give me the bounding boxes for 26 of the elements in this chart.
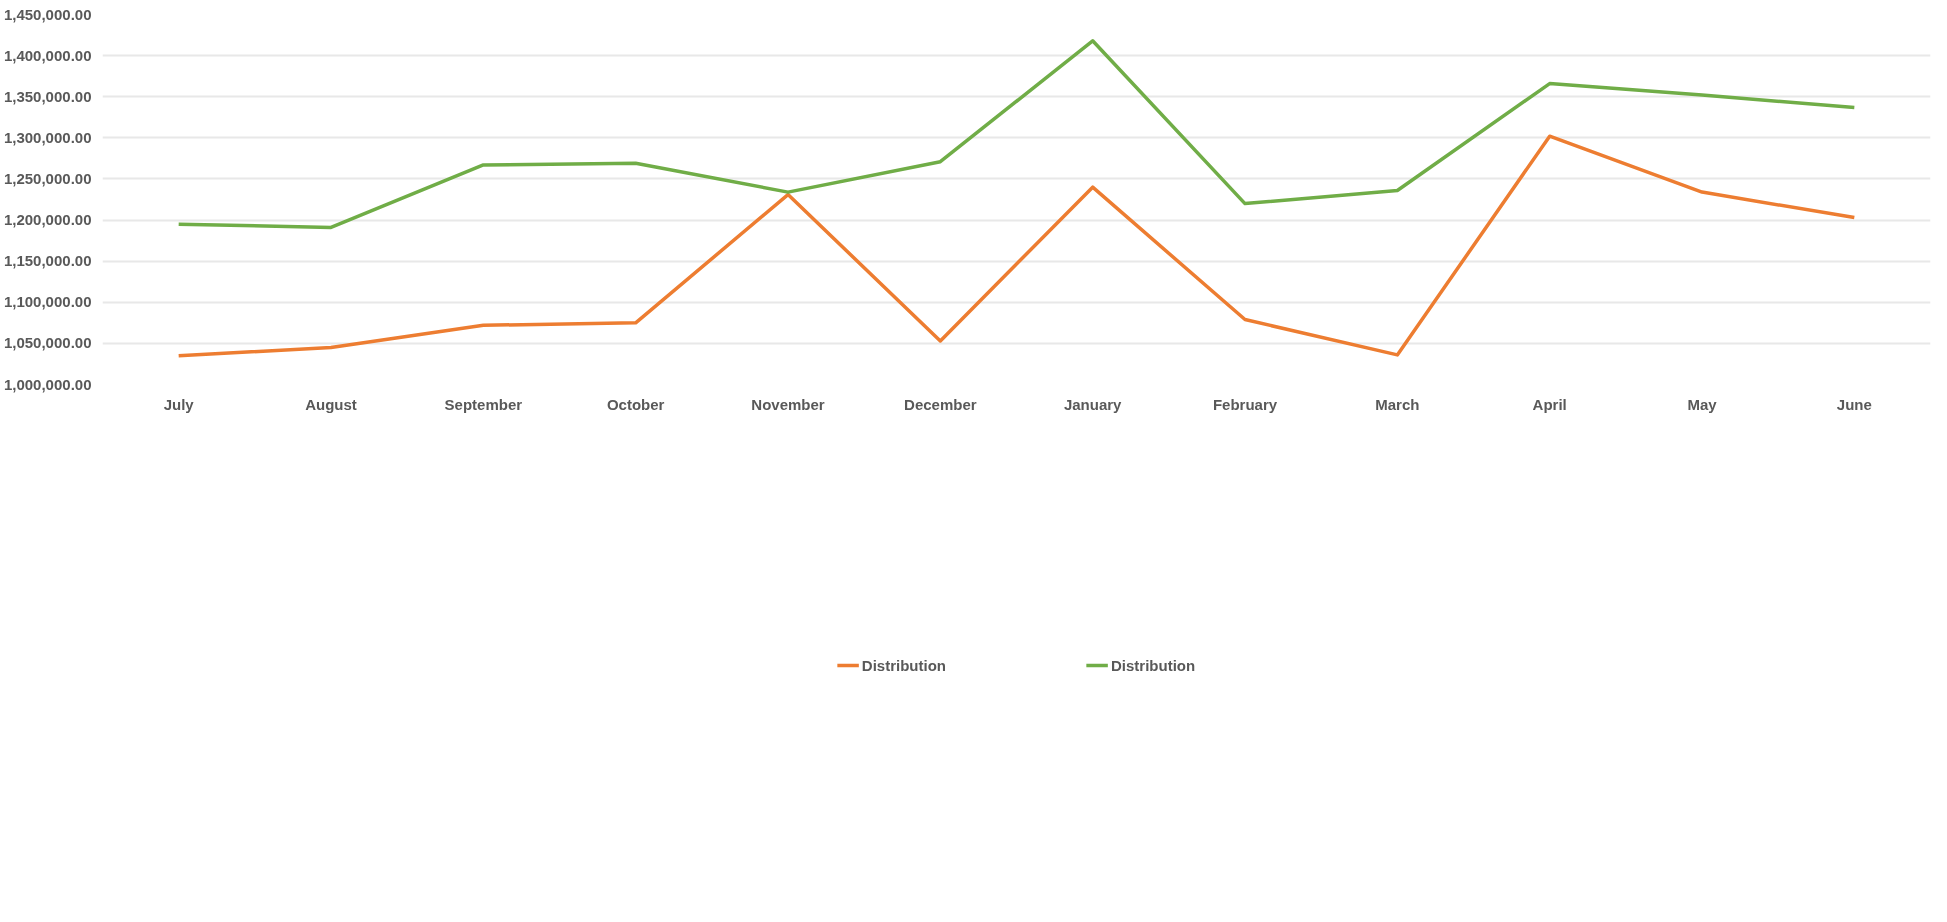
y-tick-label: 1,000,000.00 — [3, 375, 92, 393]
x-tick-label: September — [444, 395, 523, 413]
x-tick-label: May — [1687, 395, 1718, 413]
legend-label: Distribution — [861, 656, 946, 674]
line-series — [176, 39, 1857, 230]
y-tick-label: 1,250,000.00 — [3, 169, 92, 187]
y-tick-label: 1,300,000.00 — [3, 128, 92, 146]
x-tick-label: October — [606, 395, 665, 413]
y-tick-label: 1,050,000.00 — [3, 334, 92, 352]
x-tick-label: April — [1532, 395, 1567, 413]
line-series — [176, 134, 1857, 358]
y-tick-label: 1,100,000.00 — [3, 293, 92, 311]
y-tick-label: 1,200,000.00 — [3, 211, 92, 229]
y-tick-label: 1,400,000.00 — [3, 46, 92, 64]
x-tick-label: August — [305, 395, 357, 413]
x-tick-label: June — [1836, 395, 1872, 413]
legend-label: Distribution — [1111, 656, 1196, 674]
x-tick-label: March — [1375, 395, 1420, 413]
x-tick-label: July — [163, 395, 195, 413]
y-tick-label: 1,350,000.00 — [3, 87, 92, 105]
y-tick-label: 1,150,000.00 — [3, 252, 92, 270]
x-tick-label: December — [904, 395, 977, 413]
x-tick-label: November — [751, 395, 825, 413]
y-tick-label: 1,450,000.00 — [3, 5, 92, 23]
x-tick-label: January — [1063, 395, 1123, 413]
x-tick-label: February — [1212, 395, 1278, 413]
